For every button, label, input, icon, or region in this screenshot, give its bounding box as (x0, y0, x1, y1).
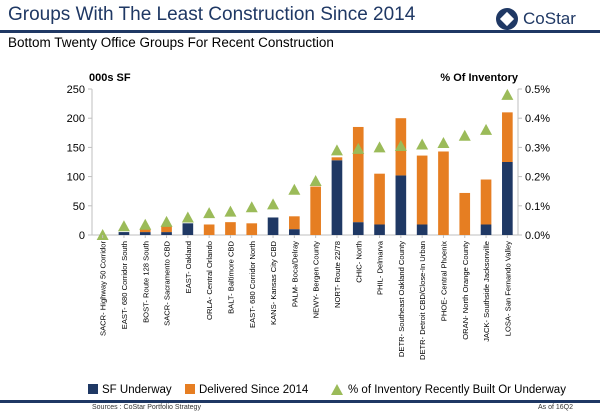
x-tick-label: BALT- Baltimore CBD (226, 240, 235, 313)
marker-pct-inventory (437, 137, 450, 149)
y-tick-label-right: 0.1% (525, 201, 550, 213)
page-subtitle: Bottom Twenty Office Groups For Recent C… (8, 35, 334, 50)
marker-pct-inventory (288, 183, 301, 195)
x-tick-label: SACR- Sacramento CBD (163, 240, 172, 325)
x-tick-label: PHIL- Delmarva (376, 240, 385, 295)
bar-delivered-since-2014 (331, 157, 343, 161)
bar-sf-underway (331, 160, 343, 235)
legend-label-underway: SF Underway (102, 384, 172, 396)
legend-swatch-delivered (185, 384, 195, 394)
y-tick-label-left: 100 (67, 172, 85, 184)
bar-delivered-since-2014 (310, 186, 321, 235)
y-tick-label-left: 250 (67, 84, 85, 96)
y-tick-label-left: 0 (79, 230, 85, 242)
bar-sf-underway (139, 232, 151, 235)
y-tick-label-right: 0.4% (525, 113, 550, 125)
marker-pct-inventory (480, 123, 493, 135)
bar-delivered-since-2014 (139, 229, 151, 233)
marker-pct-inventory (224, 205, 237, 217)
x-tick-label: LOSA- San Fernando Valley (503, 241, 512, 336)
bar-delivered-since-2014 (480, 179, 492, 225)
bar-delivered-since-2014 (459, 192, 471, 235)
marker-pct-inventory (394, 139, 407, 151)
bar-sf-underway (502, 162, 513, 235)
x-tick-label: EAST- 680 Corridor North (248, 241, 257, 328)
y-tick-label-right: 0.5% (525, 84, 550, 96)
legend-swatch-underway (88, 384, 98, 394)
bar-sf-underway (182, 223, 194, 235)
x-tick-label: EAST- Oakland (184, 241, 193, 293)
costar-logo-text: CoStar (523, 9, 576, 28)
bar-delivered-since-2014 (161, 226, 172, 233)
bar-sf-underway (289, 229, 300, 235)
x-tick-label: NORT- Route 22/78 (333, 241, 342, 308)
bar-sf-underway (480, 224, 492, 235)
x-tick-label: KANS- Kansas City CBD (269, 240, 278, 324)
bar-delivered-since-2014 (289, 216, 300, 230)
y-axis-right-label: % Of Inventory (440, 72, 519, 84)
marker-pct-inventory (160, 215, 173, 227)
marker-pct-inventory (416, 138, 429, 150)
bar-sf-underway (267, 217, 279, 235)
marker-pct-inventory (373, 141, 386, 153)
bar-delivered-since-2014 (438, 151, 449, 235)
x-tick-label: PHOE- Central Phoenix (439, 241, 448, 321)
bar-sf-underway (395, 175, 407, 235)
bar-delivered-since-2014 (203, 224, 215, 235)
legend-label-delivered: Delivered Since 2014 (199, 384, 309, 396)
legend-marker-inventory (331, 384, 343, 395)
bar-delivered-since-2014 (374, 173, 385, 225)
bar-sf-underway (352, 222, 364, 235)
x-tick-label: CHIC- North (354, 241, 363, 283)
marker-pct-inventory (139, 218, 152, 230)
marker-pct-inventory (117, 220, 130, 232)
page-title: Groups With The Least Construction Since… (8, 4, 416, 25)
costar-logo-icon (496, 8, 518, 30)
x-tick-label: SACR- Highway 50 Corridor (99, 241, 108, 336)
marker-pct-inventory (245, 201, 258, 213)
bar-sf-underway (416, 224, 428, 235)
x-tick-label: DETR- Southeast Oakland County (397, 241, 406, 357)
bar-sf-underway (161, 232, 172, 235)
footer-rule (0, 400, 600, 403)
as-of-note: As of 16Q2 (538, 404, 574, 411)
bar-delivered-since-2014 (416, 155, 428, 225)
bar-delivered-since-2014 (246, 223, 258, 235)
marker-pct-inventory (458, 129, 471, 141)
y-tick-label-left: 200 (67, 113, 85, 125)
y-tick-label-right: 0.3% (525, 142, 550, 154)
bar-delivered-since-2014 (225, 222, 236, 235)
y-tick-label-right: 0.2% (525, 172, 550, 184)
x-tick-label: PALM- Boca/Delray (290, 241, 299, 307)
bar-delivered-since-2014 (352, 126, 364, 223)
x-tick-label: NEWY- Bergen County (312, 241, 321, 319)
marker-pct-inventory (267, 198, 280, 210)
y-axis-left-label: 000s SF (89, 72, 131, 84)
x-tick-label: BOST- Route 128 South (141, 241, 150, 323)
legend-label-inventory: % of Inventory Recently Built Or Underwa… (348, 384, 566, 396)
marker-pct-inventory (501, 88, 514, 100)
marker-pct-inventory (203, 207, 216, 219)
x-tick-label: ORAN- North Orange County (461, 241, 470, 340)
x-tick-label: JACK- Southside Jacksonville (482, 241, 491, 342)
marker-pct-inventory (330, 144, 343, 156)
y-tick-label-right: 0.0% (525, 230, 550, 242)
y-tick-label-left: 150 (67, 142, 85, 154)
x-tick-label: ORLA- Central Orlando (205, 241, 214, 320)
bar-chart: 000s SF % Of Inventory 0 50 100 150 200 250 0.0%… (67, 72, 567, 396)
bar-sf-underway (374, 224, 385, 235)
marker-pct-inventory (181, 211, 194, 223)
y-tick-label-left: 50 (73, 201, 85, 213)
x-tick-label: EAST- 680 Corridor South (120, 241, 129, 329)
bar-delivered-since-2014 (502, 112, 513, 162)
bar-sf-underway (118, 232, 130, 235)
marker-pct-inventory (352, 142, 365, 154)
marker-pct-inventory (309, 174, 322, 186)
costar-logo: CoStar (496, 8, 576, 30)
source-note: Sources : CoStar Portfolio Strategy (92, 404, 201, 411)
title-rule (0, 30, 600, 33)
marker-pct-inventory (96, 229, 109, 240)
x-tick-label: DETR- Detroit CBD/Close-In Urban (418, 241, 427, 360)
